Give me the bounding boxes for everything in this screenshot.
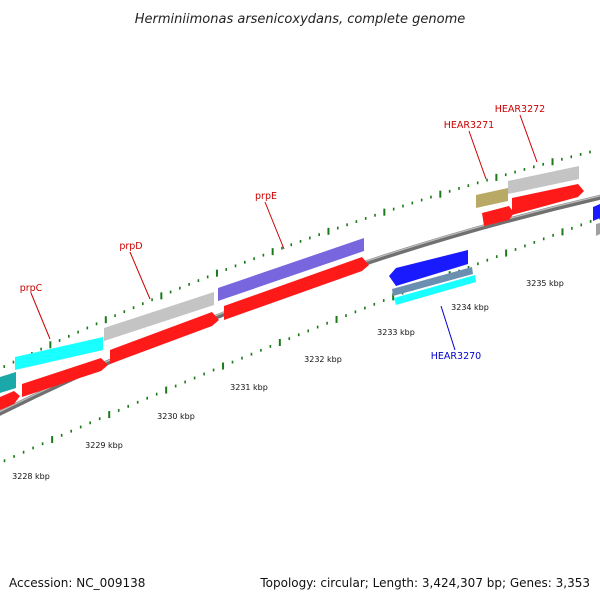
cds-arrow-4 xyxy=(224,257,369,320)
inner-tick-ring xyxy=(3,216,600,463)
cds-arrow-5 xyxy=(482,206,514,226)
leader-HEAR3271 xyxy=(468,130,487,180)
backbone-highlight xyxy=(0,195,600,413)
gene-steel-reverse xyxy=(392,267,473,296)
tick-label-3232: 3232 kbp xyxy=(304,355,342,364)
cds-arrow-3 xyxy=(110,312,219,364)
tick-label-3233: 3233 kbp xyxy=(377,328,415,337)
gene-prpE xyxy=(218,238,364,301)
backbone-line xyxy=(0,194,600,416)
genome-stats-text: Topology: circular; Length: 3,424,307 bp… xyxy=(259,576,590,590)
tick-label-3228: 3228 kbp xyxy=(12,472,50,481)
tick-labels: 3228 kbp 3229 kbp 3230 kbp 3231 kbp 3232… xyxy=(12,279,564,481)
gene-gray-partial-right xyxy=(596,223,600,236)
tick-label-3234: 3234 kbp xyxy=(451,303,489,312)
leader-prpD xyxy=(129,251,151,300)
leader-prpE xyxy=(264,201,285,250)
gene-labels: prpC prpD prpE HEAR3271 HEAR3272 HEAR327… xyxy=(20,104,546,362)
accession-text: Accession: NC_009138 xyxy=(9,576,145,590)
leader-HEAR3270 xyxy=(440,305,456,351)
label-HEAR3270: HEAR3270 xyxy=(431,351,481,362)
cds-arrow-6 xyxy=(512,184,584,215)
tick-label-3230: 3230 kbp xyxy=(157,412,195,421)
map-title: Herminiimonas arsenicoxydans, complete g… xyxy=(135,12,465,27)
label-HEAR3272: HEAR3272 xyxy=(495,104,545,115)
tick-label-3231: 3231 kbp xyxy=(230,383,268,392)
leader-prpC xyxy=(30,292,51,340)
leader-HEAR3272 xyxy=(519,114,538,163)
label-HEAR3271: HEAR3271 xyxy=(444,120,494,131)
gene-prpC xyxy=(15,337,103,370)
gene-track-reverse xyxy=(389,250,476,305)
gene-track-forward xyxy=(0,166,600,393)
gene-prpD xyxy=(104,292,214,341)
label-leaders xyxy=(30,114,538,351)
cds-track xyxy=(0,184,584,410)
gene-blue-reverse xyxy=(389,250,468,286)
label-prpC: prpC xyxy=(20,283,43,294)
outer-tick-ring xyxy=(3,150,591,368)
cds-arrow-2 xyxy=(22,358,108,397)
gene-blue-partial-right xyxy=(593,204,600,221)
tick-label-3235: 3235 kbp xyxy=(526,279,564,288)
gene-HEAR3272 xyxy=(508,166,579,194)
cds-arrow-1 xyxy=(0,391,20,410)
genome-backbone xyxy=(0,194,600,416)
tick-label-3229: 3229 kbp xyxy=(85,441,123,450)
label-prpD: prpD xyxy=(119,241,142,252)
label-prpE: prpE xyxy=(255,191,277,202)
gene-HEAR3271 xyxy=(476,188,508,208)
gene-cyan-partial xyxy=(0,372,16,393)
gene-HEAR3270 xyxy=(394,275,476,305)
